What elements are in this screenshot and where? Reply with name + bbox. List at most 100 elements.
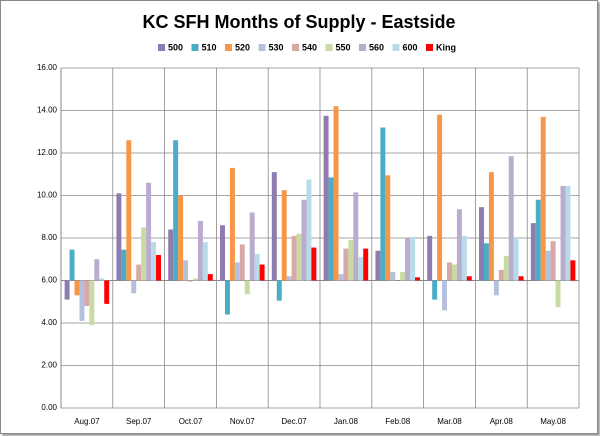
bar <box>353 192 359 281</box>
bar <box>259 264 265 281</box>
bar <box>271 172 277 281</box>
bar <box>530 223 536 281</box>
x-tick-label: Mar.08 <box>437 417 462 426</box>
bar <box>570 260 576 281</box>
y-tick-label: 14.00 <box>37 106 58 115</box>
y-tick-label: 2.00 <box>41 361 57 370</box>
bar <box>136 264 142 281</box>
bar <box>220 225 225 281</box>
legend-swatch <box>258 44 266 51</box>
bar <box>380 127 386 281</box>
bar <box>358 257 364 281</box>
bar <box>197 221 203 281</box>
x-tick-label: Oct.07 <box>179 417 203 426</box>
bar <box>432 280 438 300</box>
bar <box>168 229 174 281</box>
bar <box>249 212 255 281</box>
bar <box>323 115 329 281</box>
bar <box>104 280 110 304</box>
bar <box>306 179 312 281</box>
legend-swatch <box>292 44 299 51</box>
bar <box>565 185 571 281</box>
bar <box>173 140 179 281</box>
bar <box>483 243 489 281</box>
bar <box>244 280 250 295</box>
bar <box>146 182 152 281</box>
bar <box>229 167 235 281</box>
bar <box>239 244 245 281</box>
bar <box>311 247 317 281</box>
x-tick-label: Nov.07 <box>230 417 255 426</box>
bar <box>69 249 75 281</box>
legend-label: 520 <box>235 42 250 52</box>
chart-title: KC SFH Months of Supply - Eastside <box>142 12 455 32</box>
x-tick-label: Sep.07 <box>126 417 152 426</box>
bar <box>89 280 95 326</box>
bar <box>94 259 100 281</box>
bar <box>79 280 85 321</box>
bar <box>99 278 105 281</box>
bar <box>535 199 541 281</box>
bar <box>405 238 411 281</box>
bar <box>343 248 349 281</box>
y-tick-label: 10.00 <box>37 191 58 200</box>
bar <box>188 280 193 282</box>
bar <box>540 116 546 281</box>
x-tick-label: Dec.07 <box>281 417 307 426</box>
bar <box>385 175 391 281</box>
y-tick-label: 4.00 <box>41 318 57 327</box>
legend-swatch <box>225 44 232 51</box>
legend-label: 510 <box>202 42 217 52</box>
bar <box>126 140 132 281</box>
y-tick-label: 12.00 <box>37 148 58 157</box>
bar <box>488 172 494 281</box>
bar <box>131 280 137 294</box>
legend-label: 560 <box>369 42 384 52</box>
bar <box>84 280 90 306</box>
legend-swatch <box>426 44 433 51</box>
legend-swatch <box>191 44 199 51</box>
bar <box>254 253 260 281</box>
legend-swatch <box>359 44 366 51</box>
y-tick-label: 0.00 <box>41 403 57 412</box>
bar <box>451 264 457 281</box>
y-tick-label: 6.00 <box>41 276 57 285</box>
legend-label: 500 <box>168 42 183 52</box>
bar <box>503 256 509 281</box>
bar <box>508 156 514 281</box>
bar <box>291 235 297 281</box>
bar <box>415 277 420 281</box>
bar <box>518 276 524 281</box>
bar <box>276 280 282 301</box>
bar <box>286 276 292 281</box>
bar <box>192 278 198 281</box>
bar <box>461 235 467 281</box>
bar <box>207 274 213 281</box>
bar <box>456 209 462 281</box>
bar <box>375 250 381 281</box>
bar <box>281 190 287 281</box>
bar <box>151 242 157 281</box>
bar <box>234 262 240 281</box>
bar <box>466 276 472 281</box>
bar <box>400 272 406 281</box>
bar <box>390 272 396 281</box>
bar <box>493 280 499 296</box>
bar <box>338 274 344 281</box>
legend-swatch <box>158 44 165 51</box>
legend-label: King <box>436 42 456 52</box>
bar <box>178 195 184 281</box>
x-tick-label: Apr.08 <box>490 417 514 426</box>
bar <box>202 242 208 281</box>
bar <box>437 114 443 281</box>
bar <box>498 269 504 281</box>
x-tick-label: Aug.07 <box>74 417 100 426</box>
bar <box>183 260 189 281</box>
bar <box>427 235 433 281</box>
bar <box>545 250 551 281</box>
bar <box>156 255 161 281</box>
y-tick-label: 16.00 <box>37 63 58 72</box>
bar <box>550 241 556 281</box>
